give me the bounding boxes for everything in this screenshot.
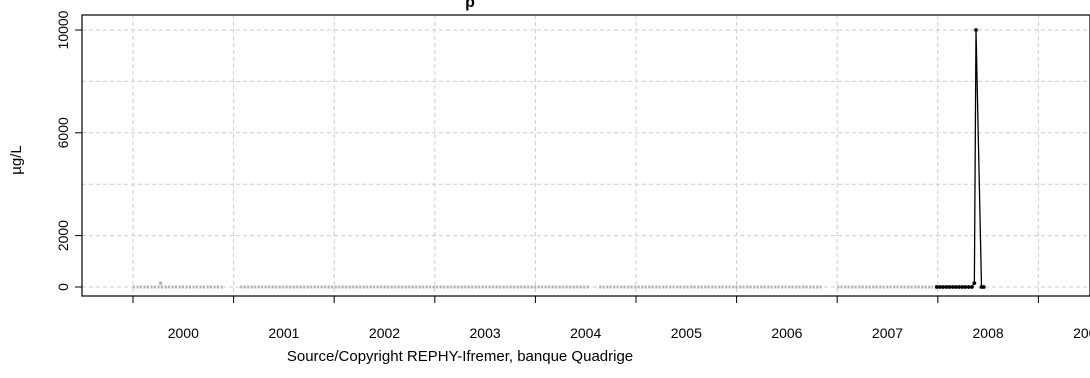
y-tick-label: 2000 bbox=[55, 220, 71, 251]
background-series bbox=[133, 281, 934, 289]
x-tick-label: 2001 bbox=[268, 325, 299, 341]
background-point bbox=[158, 281, 163, 285]
x-tick-label: 2000 bbox=[168, 325, 199, 341]
y-tick-label: 10000 bbox=[55, 10, 71, 49]
grid-lines bbox=[82, 15, 1090, 296]
highlight-point bbox=[972, 281, 977, 286]
highlight-series bbox=[934, 28, 986, 289]
highlight-point bbox=[957, 285, 961, 289]
x-tick-label: 2009 bbox=[1073, 325, 1090, 341]
highlight-point bbox=[974, 28, 978, 32]
x-tick-label: 2007 bbox=[872, 325, 903, 341]
y-tick-label: 6000 bbox=[55, 117, 71, 148]
highlight-point bbox=[966, 285, 971, 289]
highlight-point bbox=[950, 285, 955, 289]
x-tick-label: 2005 bbox=[671, 325, 702, 341]
y-axis-label: µg/L bbox=[8, 145, 25, 175]
highlight-point bbox=[981, 285, 986, 289]
x-tick-label: 2003 bbox=[470, 325, 501, 341]
chart-title: p bbox=[465, 0, 475, 11]
y-tick-label: 0 bbox=[55, 283, 71, 291]
x-tick-label: 2006 bbox=[771, 325, 802, 341]
x-tick-label: 2004 bbox=[570, 325, 601, 341]
highlight-point bbox=[937, 285, 942, 289]
highlight-point bbox=[963, 285, 968, 289]
axes: 2000 2001 2002 2003 2004 2005 2006 2007 2008 2009… bbox=[55, 10, 1090, 341]
plot-frame bbox=[81, 14, 1090, 297]
highlight-point bbox=[947, 285, 952, 289]
highlight-point bbox=[934, 285, 939, 289]
highlight-point bbox=[941, 285, 945, 289]
highlight-point bbox=[960, 285, 965, 289]
x-tick-label: 2008 bbox=[973, 325, 1004, 341]
highlight-line bbox=[936, 29, 984, 288]
highlight-point bbox=[944, 285, 949, 289]
highlight-point bbox=[953, 285, 958, 289]
x-axis-label: Source/Copyright REPHY-Ifremer, banque Q… bbox=[287, 348, 633, 365]
highlight-point bbox=[969, 285, 974, 289]
x-tick-label: 2002 bbox=[369, 325, 400, 341]
